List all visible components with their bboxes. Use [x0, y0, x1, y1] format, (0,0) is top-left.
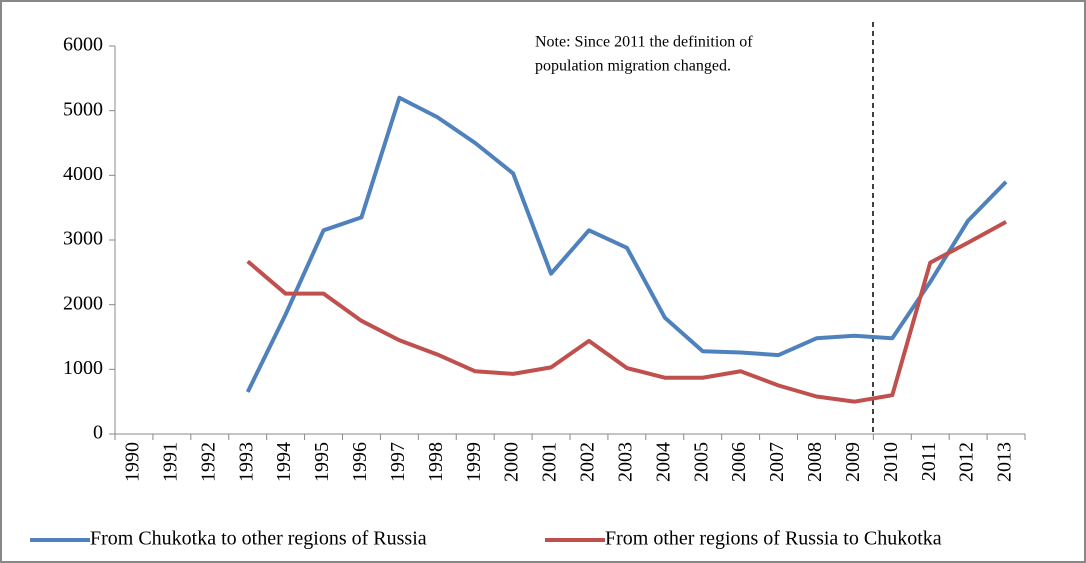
- x-tick-label: 2003: [614, 442, 636, 482]
- x-tick-label: 1997: [387, 442, 409, 482]
- y-tick-label: 3000: [63, 228, 103, 250]
- x-tick-label: 1992: [197, 442, 219, 482]
- x-tick-label: 2012: [956, 442, 978, 482]
- annotation: population migration changed.: [535, 58, 731, 75]
- x-tick-label: 1991: [159, 442, 181, 482]
- y-tick-label: 5000: [63, 98, 103, 120]
- x-tick-label: 2013: [994, 442, 1016, 482]
- x-tick-label: 2007: [766, 442, 788, 482]
- x-tick-label: 1995: [311, 442, 333, 482]
- x-tick-label: 2000: [501, 442, 523, 482]
- x-tick-label: 2002: [577, 442, 599, 482]
- x-tick-label: 1993: [235, 442, 257, 482]
- series-line: [245, 95, 1008, 393]
- x-tick-label: 2006: [728, 442, 750, 482]
- x-tick-label: 2010: [880, 442, 902, 482]
- series-line: [246, 220, 1007, 404]
- x-tick-label: 2009: [842, 442, 864, 482]
- x-tick-label: 1990: [122, 442, 144, 482]
- x-tick-label: 1994: [273, 442, 295, 482]
- x-tick-label: 1996: [349, 442, 371, 482]
- x-tick-label: 2001: [539, 442, 561, 482]
- y-tick-label: 4000: [63, 163, 103, 185]
- x-tick-label: 2005: [690, 442, 712, 482]
- x-tick-label: 2011: [918, 442, 940, 481]
- y-tick-label: 0: [93, 422, 103, 444]
- x-tick-label: 2004: [652, 442, 674, 482]
- y-tick-label: 1000: [63, 357, 103, 379]
- legend-label: From other regions of Russia to Chukotka: [605, 528, 942, 550]
- x-tick-label: 2008: [804, 442, 826, 482]
- y-tick-label: 2000: [63, 292, 103, 314]
- annotation: Note: Since 2011 the definition of: [535, 34, 753, 51]
- x-tick-label: 1999: [463, 442, 485, 482]
- x-tick-label: 1998: [425, 442, 447, 482]
- y-tick-label: 6000: [63, 34, 103, 56]
- legend-label: From Chukotka to other regions of Russia: [90, 528, 427, 550]
